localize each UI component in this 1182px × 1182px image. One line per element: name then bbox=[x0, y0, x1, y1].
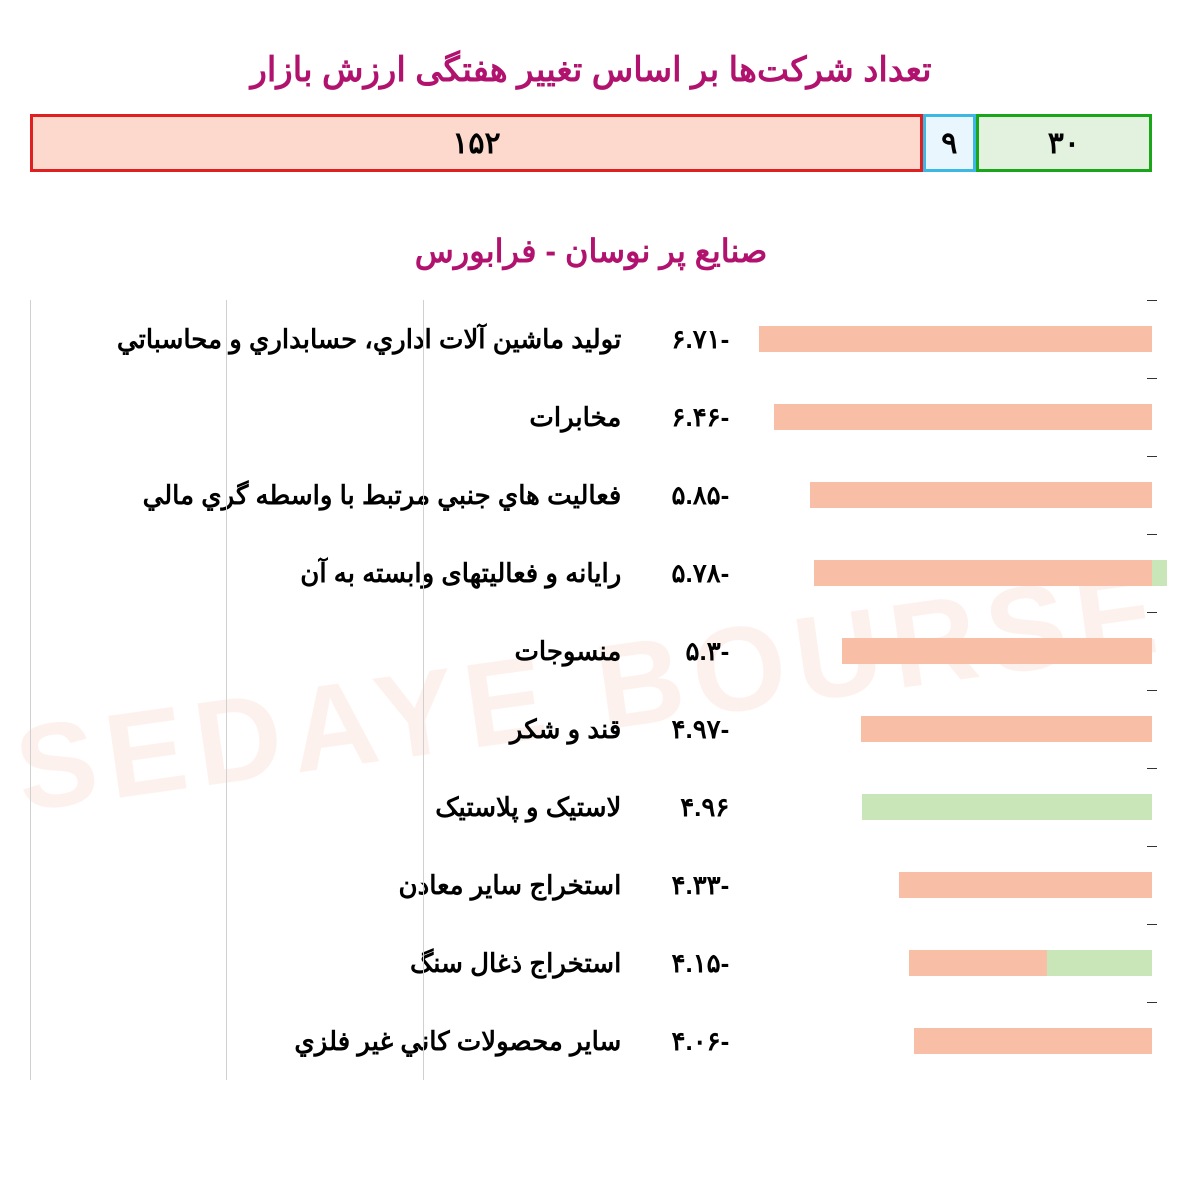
row-value: ۵.۷۸- bbox=[649, 558, 729, 589]
chart-row: ۶.۷۱- تولید ماشین آلات اداري، حسابداري و … bbox=[30, 300, 1152, 378]
bar-zone bbox=[759, 690, 1152, 768]
stacked-segment-0: ۱۵۲ bbox=[30, 114, 923, 172]
row-name: رایانه و فعالیتهای وابسته به آن bbox=[300, 558, 621, 589]
chart-row: ۴.۳۳- استخراج سایر معادن bbox=[30, 846, 1152, 924]
bar-zone bbox=[759, 846, 1152, 924]
row-value: ۴.۹۷- bbox=[649, 714, 729, 745]
label-zone: ۵.۳- منسوجات bbox=[514, 636, 759, 667]
bar-zone bbox=[759, 300, 1152, 378]
row-name: لاستیک و پلاستیک bbox=[435, 792, 621, 823]
chart-rows: ۶.۷۱- تولید ماشین آلات اداري، حسابداري و … bbox=[30, 300, 1152, 1080]
bar-zone bbox=[759, 612, 1152, 690]
chart-row: ۴.۰۶- سایر محصولات کاني غیر فلزي bbox=[30, 1002, 1152, 1080]
volatile-industries-title: صنایع پر نوسان - فرابورس bbox=[30, 232, 1152, 270]
label-zone: ۵.۸۵- فعالیت هاي جنبي مرتبط با واسطه گري … bbox=[143, 480, 760, 511]
chart-row: ۶.۴۶- مخابرات bbox=[30, 378, 1152, 456]
row-name: استخراج ذغال سنگ bbox=[410, 948, 621, 979]
bar-negative bbox=[861, 716, 1152, 742]
bar-zone bbox=[759, 768, 1152, 846]
row-name: تولید ماشین آلات اداري، حسابداري و محاسب… bbox=[117, 324, 621, 355]
row-value: ۴.۱۵- bbox=[649, 948, 729, 979]
bar-zone bbox=[759, 1002, 1152, 1080]
industries-bar-chart: SEDAYE BOURSE ۶.۷۱-تولید ماشین آلات ادار… bbox=[30, 300, 1152, 1080]
stacked-segment-2: ۳۰ bbox=[976, 114, 1152, 172]
bar-negative bbox=[914, 1028, 1152, 1054]
row-value: ۶.۴۶- bbox=[649, 402, 729, 433]
row-value: ۵.۳- bbox=[649, 636, 729, 667]
label-zone: ۵.۷۸- رایانه و فعالیتهای وابسته به آن bbox=[300, 558, 759, 589]
row-name: قند و شکر bbox=[510, 714, 621, 745]
label-zone: ۶.۷۱- تولید ماشین آلات اداري، حسابداري و … bbox=[117, 324, 759, 355]
label-zone: ۴.۳۳- استخراج سایر معادن bbox=[399, 870, 760, 901]
row-name: استخراج سایر معادن bbox=[399, 870, 622, 901]
bar-zone bbox=[759, 378, 1152, 456]
bar-positive bbox=[1152, 560, 1167, 586]
row-value: ۴.۳۳- bbox=[649, 870, 729, 901]
bar-positive bbox=[1047, 950, 1152, 976]
row-name: سایر محصولات کاني غیر فلزي bbox=[294, 1026, 621, 1057]
bar-negative bbox=[814, 560, 1152, 586]
row-value: ۴.۹۶ bbox=[649, 792, 729, 823]
row-value: ۶.۷۱- bbox=[649, 324, 729, 355]
label-zone: ۴.۹۷- قند و شکر bbox=[510, 714, 759, 745]
label-zone: ۴.۱۵- استخراج ذغال سنگ bbox=[410, 948, 759, 979]
bar-zone bbox=[759, 456, 1152, 534]
companies-count-title: تعداد شرکت‌ها بر اساس تغییر هفتگی ارزش ب… bbox=[30, 50, 1152, 90]
gridline bbox=[226, 300, 227, 1080]
row-value: ۴.۰۶- bbox=[649, 1026, 729, 1057]
axis-line bbox=[423, 300, 424, 1080]
row-name: منسوجات bbox=[514, 636, 621, 667]
bar-negative bbox=[842, 638, 1152, 664]
stacked-bar: ۱۵۲۹۳۰ bbox=[30, 114, 1152, 172]
row-value: ۵.۸۵- bbox=[649, 480, 729, 511]
label-zone: ۶.۴۶- مخابرات bbox=[529, 402, 759, 433]
row-name: مخابرات bbox=[529, 402, 621, 433]
bar-zone bbox=[759, 924, 1152, 1002]
gridline bbox=[30, 300, 31, 1080]
chart-row: ۴.۹۶ لاستیک و پلاستیک bbox=[30, 768, 1152, 846]
chart-row: ۵.۷۸- رایانه و فعالیتهای وابسته به آن bbox=[30, 534, 1152, 612]
bar-negative bbox=[759, 326, 1152, 352]
chart-row: ۴.۹۷- قند و شکر bbox=[30, 690, 1152, 768]
bar-negative bbox=[899, 872, 1152, 898]
stacked-segment-1: ۹ bbox=[923, 114, 976, 172]
chart-row: ۵.۸۵- فعالیت هاي جنبي مرتبط با واسطه گري … bbox=[30, 456, 1152, 534]
label-zone: ۴.۹۶ لاستیک و پلاستیک bbox=[435, 792, 759, 823]
bar-negative bbox=[810, 482, 1152, 508]
chart-row: ۴.۱۵- استخراج ذغال سنگ bbox=[30, 924, 1152, 1002]
bar-zone bbox=[759, 534, 1152, 612]
chart-row: ۵.۳- منسوجات bbox=[30, 612, 1152, 690]
bar-positive bbox=[862, 794, 1152, 820]
bar-negative bbox=[774, 404, 1152, 430]
label-zone: ۴.۰۶- سایر محصولات کاني غیر فلزي bbox=[294, 1026, 759, 1057]
row-name: فعالیت هاي جنبي مرتبط با واسطه گري مالي bbox=[143, 480, 622, 511]
